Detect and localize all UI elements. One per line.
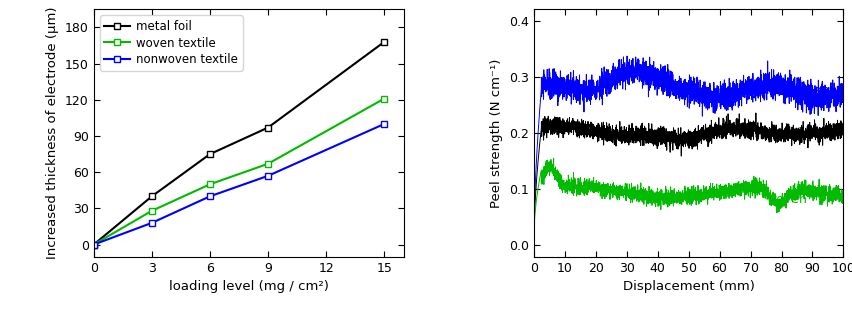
metal foil	[204, 152, 215, 156]
Text: metal foil: metal foil	[766, 126, 825, 140]
nonwoven textile	[379, 122, 389, 126]
woven textile	[147, 209, 157, 213]
Line: woven textile: woven textile	[90, 95, 388, 248]
woven textile	[204, 182, 215, 186]
nonwoven textile	[204, 194, 215, 198]
nonwoven textile	[263, 174, 273, 178]
X-axis label: Displacement (mm): Displacement (mm)	[623, 280, 755, 293]
Line: nonwoven textile: nonwoven textile	[90, 121, 388, 248]
Y-axis label: Increased thickness of electrode (μm): Increased thickness of electrode (μm)	[46, 7, 60, 259]
nonwoven textile	[147, 221, 157, 225]
metal foil	[379, 40, 389, 44]
nonwoven textile	[89, 243, 99, 246]
X-axis label: loading level (mg / cm²): loading level (mg / cm²)	[169, 280, 329, 293]
Text: nonwoven: nonwoven	[766, 85, 831, 97]
Legend: metal foil, woven textile, nonwoven textile: metal foil, woven textile, nonwoven text…	[100, 15, 243, 71]
Line: metal foil: metal foil	[90, 38, 388, 248]
Y-axis label: Peel strength (N cm⁻¹): Peel strength (N cm⁻¹)	[490, 58, 504, 208]
woven textile	[89, 243, 99, 246]
woven textile	[379, 97, 389, 100]
metal foil	[263, 126, 273, 130]
woven textile	[263, 162, 273, 166]
metal foil	[89, 243, 99, 246]
Text: woven: woven	[766, 193, 807, 206]
metal foil	[147, 194, 157, 198]
